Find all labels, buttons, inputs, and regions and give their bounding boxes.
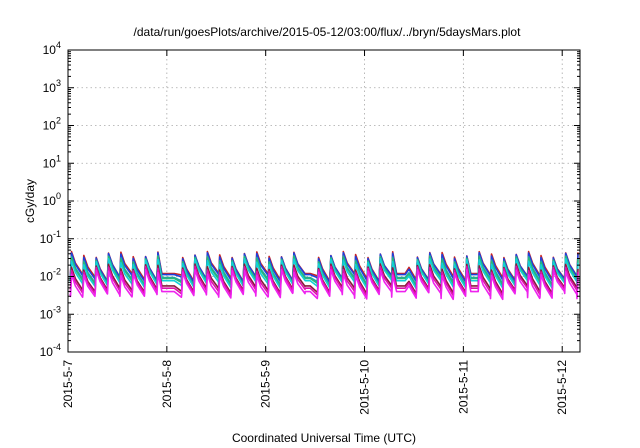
x-tick-label: 2015-5-9 — [259, 360, 273, 408]
axes: 10-4 10-3 10-2 10-1 100 101 102 103 104 2015-5-7 2… — [40, 40, 580, 415]
x-tick-label: 2015-5-11 — [456, 360, 470, 414]
series-line-7 — [69, 265, 579, 297]
y-tick-label: 10-1 — [40, 229, 61, 246]
y-tick-label: 100 — [43, 191, 61, 208]
chart-title: /data/run/goesPlots/archive/2015-05-12/0… — [134, 25, 522, 39]
series-lines — [69, 250, 579, 301]
y-tick-label: 102 — [43, 116, 61, 133]
y-axis-label: cGy/day — [23, 179, 37, 223]
series-line-8 — [69, 268, 579, 301]
y-tick-label: 103 — [43, 78, 61, 95]
y-tick-label: 101 — [43, 153, 61, 170]
y-tick-label: 104 — [43, 40, 61, 57]
series-line-2 — [69, 251, 579, 284]
x-tick-label: 2015-5-12 — [555, 360, 569, 415]
grid — [68, 50, 580, 352]
y-tick-label: 10-2 — [40, 267, 61, 284]
x-tick-label: 2015-5-7 — [61, 360, 75, 408]
x-axis-label: Coordinated Universal Time (UTC) — [232, 431, 416, 445]
series-line-5 — [69, 258, 579, 290]
y-tick-label: 10-3 — [40, 304, 61, 321]
x-tick-label: 2015-5-8 — [160, 360, 174, 408]
x-tick-label: 2015-5-10 — [358, 360, 372, 415]
y-tick-label: 10-4 — [40, 342, 61, 359]
